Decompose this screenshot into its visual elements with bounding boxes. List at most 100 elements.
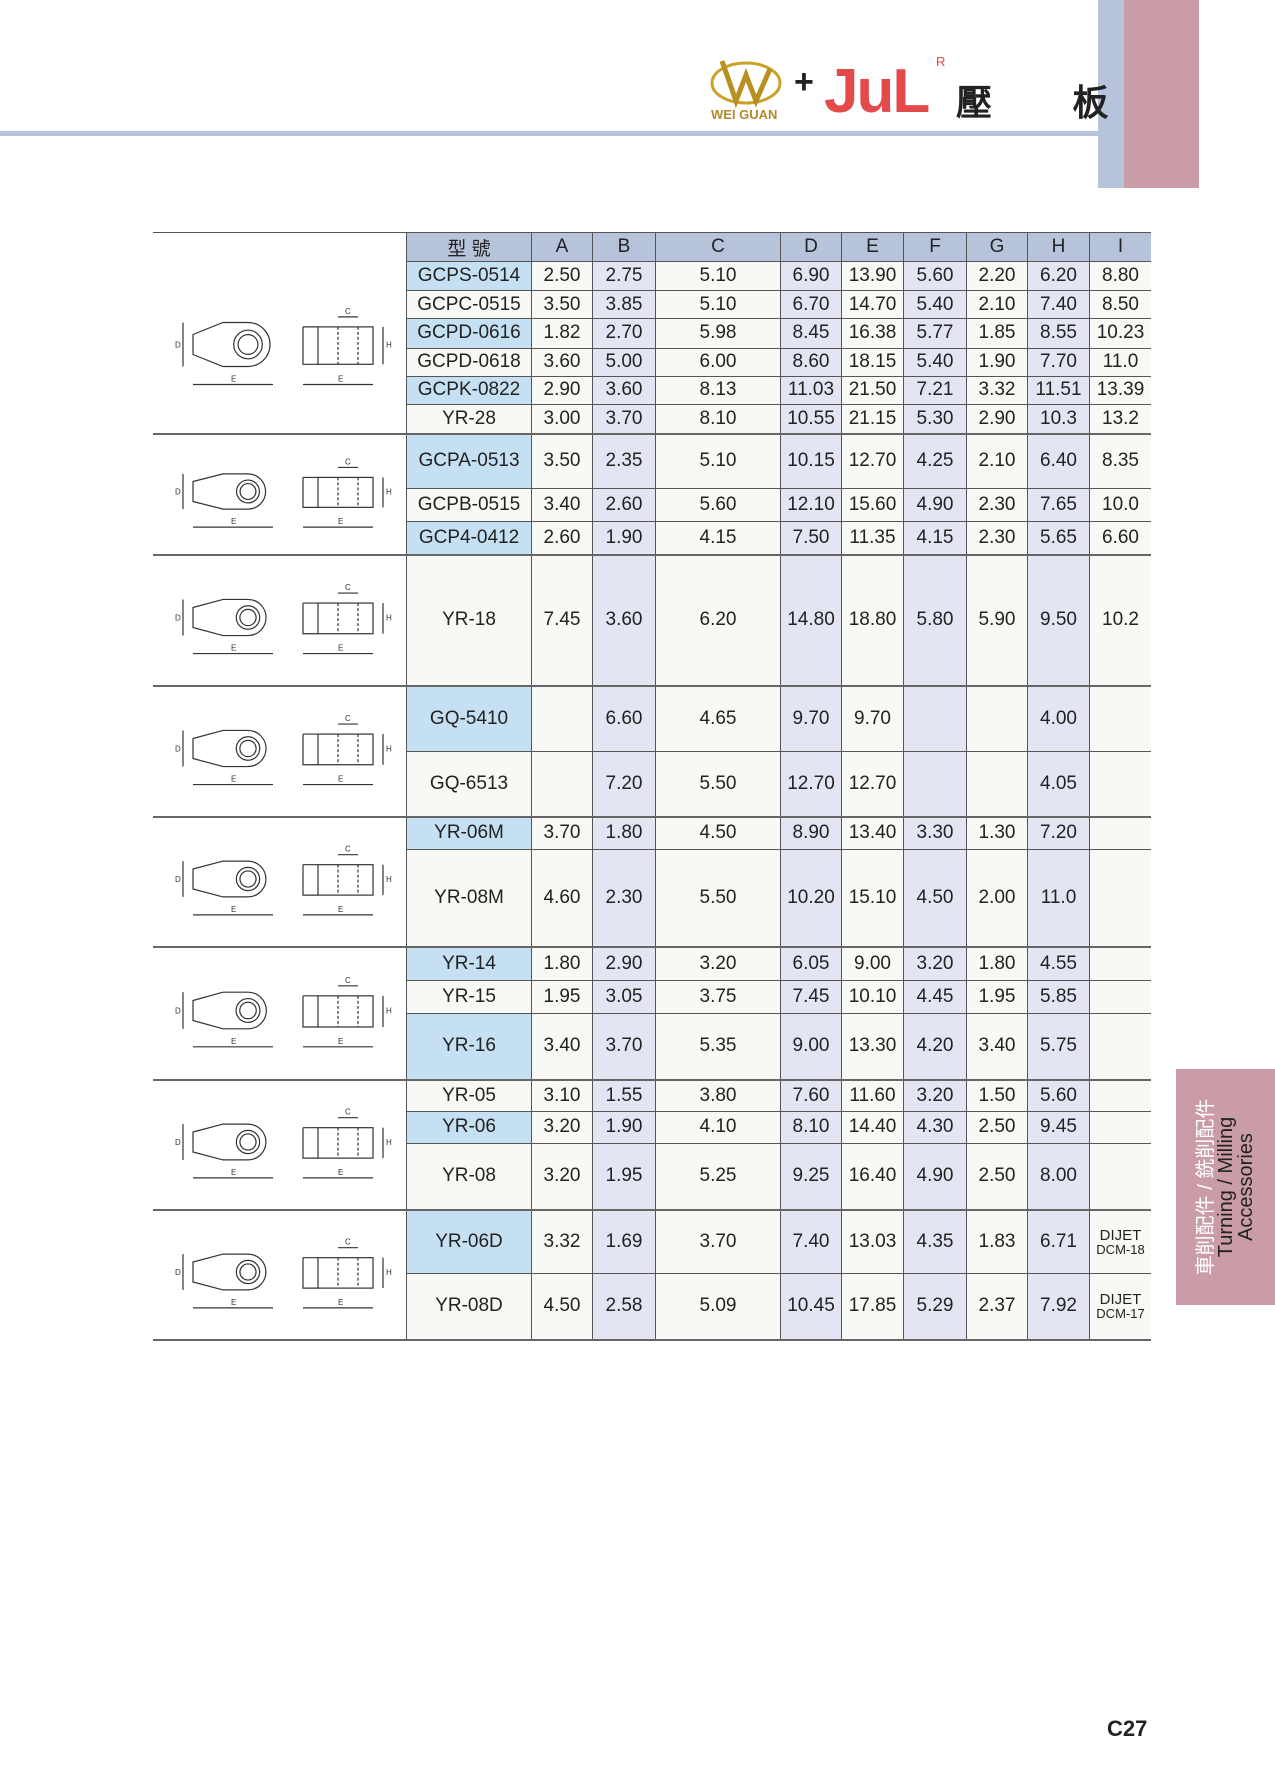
value-cell-c: 3.75 — [655, 980, 781, 1015]
value-cell-g: 2.37 — [966, 1273, 1028, 1341]
model-cell: YR-18 — [406, 554, 532, 687]
svg-text:E: E — [231, 643, 236, 652]
value-cell-b: 2.58 — [592, 1273, 656, 1341]
value-cell-i: DIJET DCM-18 — [1089, 1209, 1151, 1274]
svg-text:D: D — [175, 613, 181, 622]
value-cell-i: 13.39 — [1089, 376, 1151, 405]
value-cell-e: 14.40 — [841, 1111, 904, 1144]
value-cell-a: 1.80 — [531, 946, 593, 982]
value-cell-h: 11.51 — [1027, 376, 1090, 405]
value-cell-c: 5.09 — [655, 1273, 781, 1341]
value-cell-b: 2.30 — [592, 849, 656, 948]
value-cell-h: 7.40 — [1027, 290, 1090, 320]
value-cell-i — [1089, 1143, 1151, 1211]
section-tab-en2: Accessories — [1234, 1133, 1257, 1241]
value-cell-d: 8.10 — [780, 1111, 842, 1144]
value-cell-h: 5.75 — [1027, 1013, 1090, 1081]
model-cell: GCPA-0513 — [406, 433, 532, 489]
note-text: DIJET — [1099, 1226, 1142, 1244]
value-cell-i: 6.60 — [1089, 521, 1151, 556]
value-cell-h: 7.20 — [1027, 816, 1090, 851]
section-tab[interactable]: 車削配件 / 銑削配件 Turning / Milling Accessorie… — [1176, 1069, 1275, 1305]
svg-text:E: E — [338, 1036, 343, 1045]
drawing-cell: D E C H E — [153, 433, 407, 556]
value-cell-c: 5.98 — [655, 318, 781, 349]
value-cell-g: 1.30 — [966, 816, 1028, 851]
model-cell: YR-05 — [406, 1079, 532, 1112]
svg-text:E: E — [338, 774, 343, 783]
value-cell-c: 5.50 — [655, 849, 781, 948]
value-cell-f: 4.20 — [903, 1013, 967, 1081]
table-row: GCPC-0515 3.50 3.85 5.10 6.70 14.70 5.40 2.10 7.… — [153, 290, 1151, 320]
value-cell-c: 5.25 — [655, 1143, 781, 1211]
value-cell-e: 13.30 — [841, 1013, 904, 1081]
model-cell: YR-06 — [406, 1111, 532, 1144]
value-cell-c: 5.50 — [655, 751, 781, 818]
table-row: GCPD-0618 3.60 5.00 6.00 8.60 18.15 5.40 1.90 7.… — [153, 348, 1151, 377]
table-row: D E C H E GCPS-0514 2.50 2.75 5.10 6.90 13.90 5.6… — [153, 261, 1151, 435]
value-cell-i: 8.80 — [1089, 261, 1151, 292]
model-cell: GCPB-0515 — [406, 488, 532, 522]
svg-text:E: E — [338, 374, 343, 383]
table-row: GCP4-0412 2.60 1.90 4.15 7.50 11.35 4.15 2.30 5.… — [153, 521, 1151, 556]
value-cell-d: 8.45 — [780, 318, 842, 349]
value-cell-e: 12.70 — [841, 751, 904, 818]
svg-text:D: D — [175, 340, 181, 349]
value-cell-c: 5.60 — [655, 488, 781, 522]
svg-text:C: C — [345, 844, 351, 853]
value-cell-d: 9.25 — [780, 1143, 842, 1211]
header-col-b: B — [592, 232, 656, 262]
value-cell-d: 7.60 — [780, 1079, 842, 1112]
value-cell-e: 13.03 — [841, 1209, 904, 1274]
svg-text:E: E — [231, 517, 236, 526]
model-cell: GQ-6513 — [406, 751, 532, 818]
svg-text:C: C — [345, 714, 351, 723]
table-row: YR-15 1.95 3.05 3.75 7.45 10.10 4.45 1.95 5.85 — [153, 980, 1151, 1015]
drawing-cell: D E C H E — [153, 1209, 407, 1341]
value-cell-g: 5.90 — [966, 554, 1028, 687]
model-cell: GCPS-0514 — [406, 261, 532, 292]
model-cell: GQ-5410 — [406, 685, 532, 753]
value-cell-g: 2.50 — [966, 1111, 1028, 1144]
value-cell-c: 3.20 — [655, 946, 781, 982]
value-cell-i — [1089, 751, 1151, 818]
value-cell-g: 2.00 — [966, 849, 1028, 948]
svg-text:H: H — [386, 340, 392, 349]
value-cell-a: 3.32 — [531, 1209, 593, 1274]
value-cell-a: 3.40 — [531, 488, 593, 522]
svg-text:E: E — [338, 904, 343, 913]
header-col-d: D — [780, 232, 842, 262]
value-cell-b: 3.05 — [592, 980, 656, 1015]
value-cell-d: 11.03 — [780, 376, 842, 405]
value-cell-g — [966, 751, 1028, 818]
value-cell-i — [1089, 685, 1151, 753]
value-cell-f: 5.29 — [903, 1273, 967, 1341]
value-cell-f: 4.90 — [903, 1143, 967, 1211]
value-cell-e: 15.10 — [841, 849, 904, 948]
note-text: DCM-17 — [1096, 1306, 1145, 1322]
value-cell-a: 2.90 — [531, 376, 593, 405]
value-cell-c: 3.70 — [655, 1209, 781, 1274]
value-cell-i — [1089, 816, 1151, 851]
value-cell-f: 5.30 — [903, 404, 967, 435]
value-cell-g: 2.30 — [966, 488, 1028, 522]
value-cell-h: 5.85 — [1027, 980, 1090, 1015]
model-cell: YR-06M — [406, 816, 532, 851]
value-cell-c: 6.00 — [655, 348, 781, 377]
value-cell-c: 5.10 — [655, 433, 781, 489]
clamp-drawing-icon: D E C H E — [175, 583, 392, 654]
value-cell-e: 18.15 — [841, 348, 904, 377]
value-cell-a: 3.10 — [531, 1079, 593, 1112]
header-rule — [0, 131, 1098, 136]
clamp-drawing-icon: D E C H E — [175, 714, 392, 785]
jul-logo-text: JuL — [824, 57, 930, 126]
section-tab-en1: Turning / Milling — [1214, 1116, 1237, 1258]
clamp-drawing-icon: D E C H E — [175, 457, 392, 528]
value-cell-g: 1.85 — [966, 318, 1028, 349]
table-row: YR-16 3.40 3.70 5.35 9.00 13.30 4.20 3.40 5.75 — [153, 1013, 1151, 1081]
model-cell: YR-15 — [406, 980, 532, 1015]
value-cell-f — [903, 685, 967, 753]
value-cell-e: 14.70 — [841, 290, 904, 320]
value-cell-f: 4.90 — [903, 488, 967, 522]
